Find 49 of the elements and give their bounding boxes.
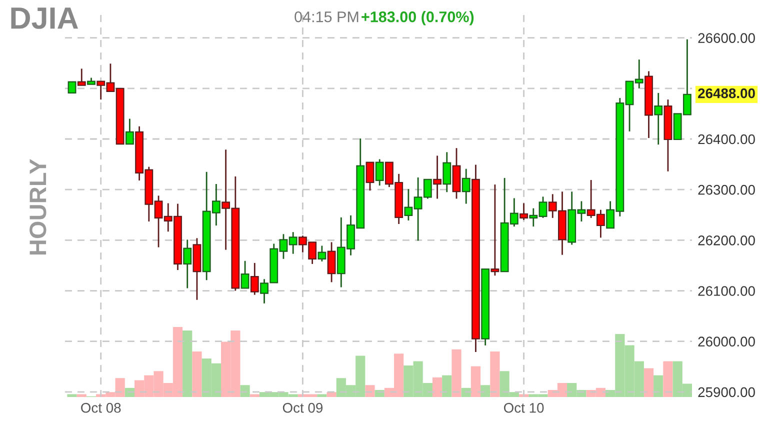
bar: [452, 349, 462, 397]
bar: [182, 330, 192, 397]
bar: [654, 375, 664, 397]
candlestick: [433, 155, 442, 200]
y-tick-label: 25900.00: [698, 387, 755, 398]
y-axis-title: HOURLY: [30, 158, 46, 255]
x-tick-label: Oct 10: [504, 402, 544, 413]
chart-title: DJIA: [11, 8, 78, 29]
text: 26488.00: [698, 88, 755, 98]
bar: [480, 385, 490, 397]
bar: [490, 352, 500, 397]
bar: [76, 394, 86, 397]
candlestick: [375, 158, 384, 186]
y-tick-label: 26300.00: [698, 184, 755, 195]
bar: [442, 375, 452, 397]
bar: [663, 361, 673, 397]
bar: [365, 385, 375, 397]
bar: [192, 352, 202, 397]
y-tick-label: 26000.00: [698, 336, 755, 347]
x-tick-label: Oct 09: [282, 402, 323, 413]
bar: [470, 366, 481, 397]
y-tick-label: 26600.00: [698, 33, 755, 43]
candlestick: [183, 238, 192, 289]
candlestick: [654, 92, 663, 146]
candlestick: [250, 262, 259, 296]
bar: [240, 385, 250, 397]
y-tick-label: 26400.00: [698, 134, 755, 144]
candlestick: [462, 168, 470, 204]
bar: [432, 377, 442, 397]
candlestick: [77, 68, 86, 86]
y-tick-label: 26200.00: [698, 236, 755, 246]
candlestick: [490, 184, 500, 276]
bar: [67, 394, 77, 397]
candlestick: [125, 118, 134, 145]
y-tick-label: 26100.00: [698, 286, 755, 296]
candlestick: [240, 260, 250, 289]
annotation: 04:15 PM: [294, 11, 358, 22]
candlestick: [366, 162, 374, 192]
candlestick: [68, 81, 76, 94]
bar: [644, 368, 654, 397]
candlestick: [327, 242, 336, 283]
candlestick: [318, 245, 326, 262]
bar: [326, 392, 336, 397]
annotation: +183.00 (0.70%): [362, 11, 474, 26]
bar: [317, 394, 327, 397]
x-tick-label: Oct 08: [81, 402, 121, 413]
candlestick: [520, 202, 528, 221]
bar: [250, 394, 260, 397]
candlestick: [442, 151, 452, 193]
